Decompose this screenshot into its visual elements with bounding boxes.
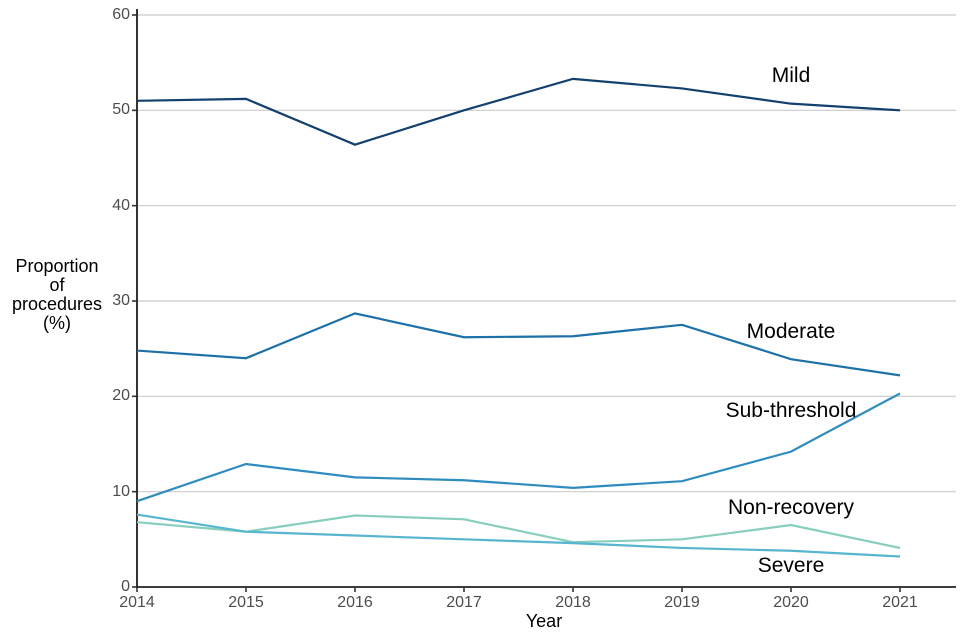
y-axis-title-line: (%)	[43, 313, 71, 333]
series-label-non-recovery: Non-recovery	[727, 495, 855, 519]
y-axis-title-line: of	[49, 275, 65, 295]
y-axis-title-line: procedures	[11, 294, 103, 314]
x-tick-label: 2015	[228, 594, 264, 611]
series-label-moderate: Moderate	[746, 319, 836, 343]
y-tick-label: 40	[112, 196, 130, 214]
series-label-sub-threshold: Sub-threshold	[725, 398, 857, 422]
x-tick-label: 2021	[882, 594, 918, 611]
series-line-moderate	[136, 312, 901, 377]
series-label-severe: Severe	[757, 554, 825, 578]
x-tick-label: 2014	[119, 594, 155, 611]
y-axis-title: Proportion of procedures (%)	[7, 257, 107, 333]
x-tick-label: 2018	[555, 594, 591, 611]
y-tick-label: 0	[121, 578, 130, 595]
series-line-sub-threshold	[136, 392, 901, 503]
x-tick-label: 2016	[337, 594, 373, 611]
y-tick-label: 20	[112, 387, 130, 405]
x-tick-label: 2019	[664, 594, 700, 611]
series-line-non-recovery	[136, 514, 901, 549]
y-tick-label: 30	[112, 292, 130, 309]
y-axis-title-line: Proportion	[15, 256, 99, 276]
y-tick-label: 60	[112, 6, 130, 23]
series-line-severe	[136, 513, 901, 558]
x-tick-label: 2020	[773, 594, 809, 611]
y-tick-label: 10	[112, 482, 130, 500]
x-axis-title: Year	[525, 611, 563, 631]
y-tick-label: 50	[112, 101, 130, 119]
series-line-mild	[136, 77, 901, 146]
series-label-mild: Mild	[771, 64, 811, 87]
x-tick-label: 2017	[446, 594, 482, 611]
